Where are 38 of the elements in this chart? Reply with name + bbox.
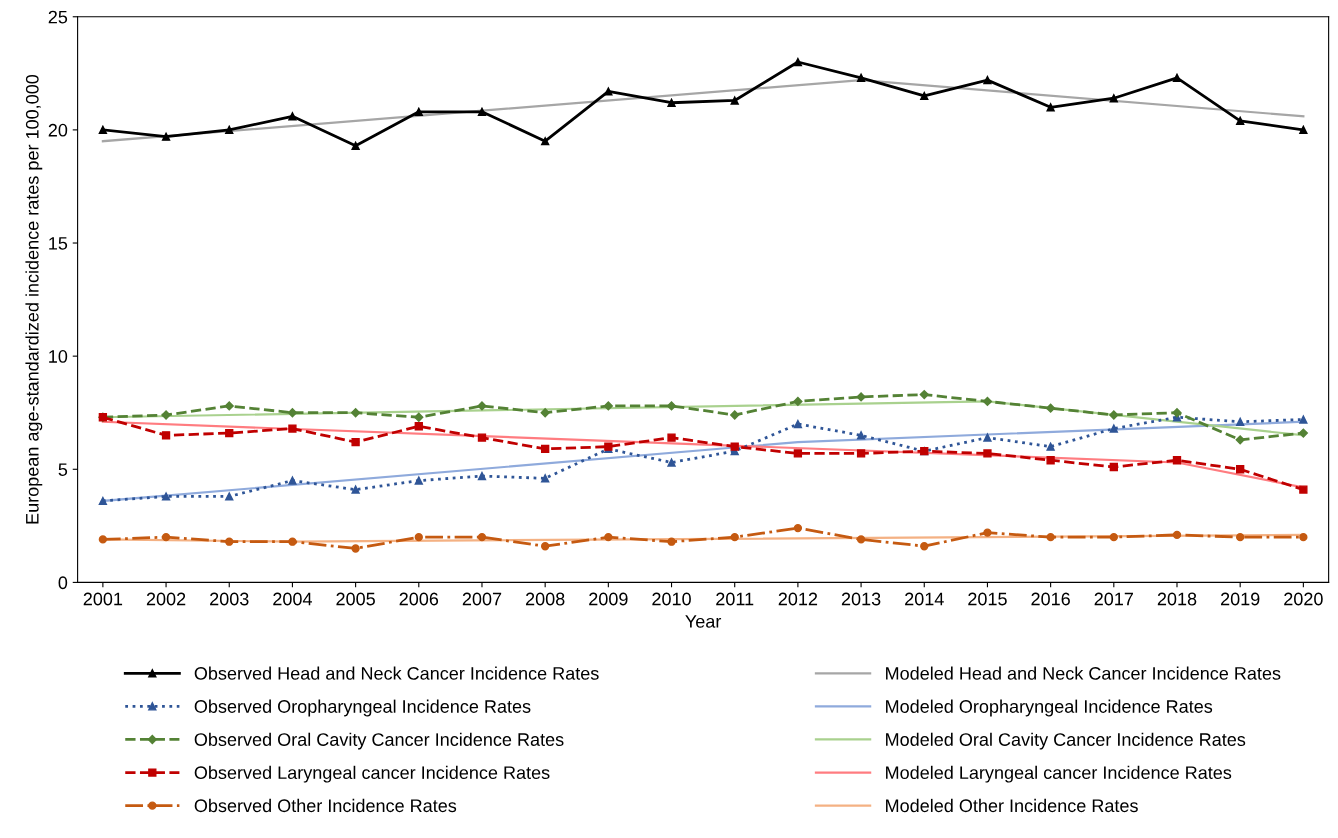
y-tick-label: 0 [58,576,68,590]
y-axis-title: European age-standardized incidence rates per 100,000 [25,74,43,524]
legend-label: Observed Oropharyngeal Incidence Rates [194,699,531,717]
legend-label: Modeled Head and Neck Cancer Incidence Rates [886,666,1281,680]
y-tick-label: 20 [48,123,68,137]
legend-label: Observed Oral Cavity Cancer Incidence Rates [194,732,564,750]
legend-label: Observed Head and Neck Cancer Incidence Rates [194,666,599,680]
x-tick-label: 2017 [1094,592,1133,606]
y-tick-label: 5 [58,463,68,476]
x-tick-label: 2008 [525,592,565,606]
y-tick-label: 25 [48,10,68,24]
x-tick-label: 2020 [1284,592,1323,606]
x-tick-label: 2010 [652,592,691,606]
legend-label: Modeled Oropharyngeal Incidence Rates [886,699,1213,717]
x-tick-label: 2006 [399,592,439,606]
x-tick-label: 2015 [968,592,1007,606]
y-tick-label: 10 [49,350,68,363]
x-tick-label: 2012 [778,592,818,606]
x-axis-title: Year [685,615,722,628]
x-tick-label: 2011 [716,592,754,606]
x-tick-label: 2016 [1031,592,1070,606]
x-tick-label: 2002 [146,592,186,606]
x-tick-label: 2014 [905,592,944,606]
x-tick-label: 2007 [462,592,502,606]
x-tick-label: 2001 [83,592,123,606]
legend-label: Observed Laryngeal cancer Incidence Rates [194,765,550,783]
x-tick-label: 2009 [589,592,628,606]
legend-label: Modeled Oral Cavity Cancer Incidence Rates [886,732,1246,750]
x-tick-label: 2013 [841,592,881,606]
legend-label: Modeled Laryngeal cancer Incidence Rates [886,765,1232,783]
x-tick-label: 2004 [273,592,312,606]
x-tick-label: 2019 [1221,592,1260,606]
x-tick-label: 2003 [210,592,249,606]
x-tick-label: 2005 [336,592,375,606]
legend-label: Modeled Other Incidence Rates [886,798,1138,813]
legend-label: Observed Other Incidence Rates [194,798,457,813]
x-tick-label: 2018 [1157,592,1197,606]
y-tick-label: 15 [49,237,68,250]
